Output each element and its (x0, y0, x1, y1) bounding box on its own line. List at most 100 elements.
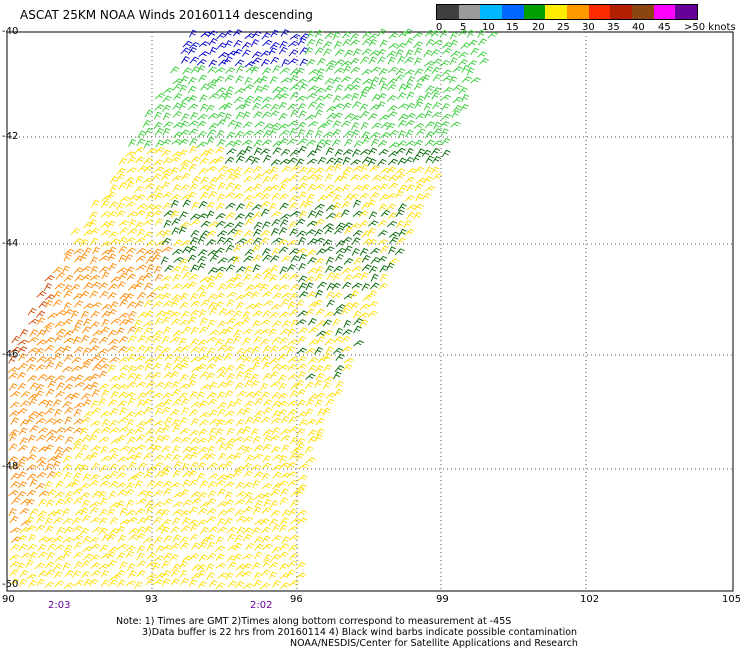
wind-barb (25, 573, 37, 580)
wind-barb (200, 276, 211, 283)
wind-barb (223, 113, 232, 122)
wind-barb (199, 412, 211, 419)
wind-barb (370, 138, 380, 147)
wind-barb (290, 319, 299, 328)
wind-barb (252, 453, 264, 460)
wind-barb (353, 325, 362, 334)
wind-barb (9, 578, 20, 586)
wind-barb (19, 419, 30, 427)
wind-barb (227, 401, 236, 409)
wind-barb (335, 253, 344, 262)
wind-barb (413, 57, 423, 66)
wind-barb (234, 130, 245, 139)
wind-barb (89, 256, 99, 265)
wind-barb (236, 149, 247, 157)
wind-barb (110, 390, 120, 399)
wind-barb (26, 364, 36, 372)
wind-barb (216, 111, 226, 120)
wind-barb (306, 38, 316, 47)
wind-barb (441, 48, 453, 55)
wind-barb (208, 473, 219, 480)
wind-barb (62, 517, 74, 525)
wind-barb (63, 302, 72, 311)
wind-barb (344, 49, 354, 57)
wind-barb (89, 237, 99, 246)
wind-barb (298, 83, 308, 91)
wind-barb (378, 282, 389, 290)
wind-barb (89, 479, 100, 487)
wind-barb (224, 168, 235, 175)
wind-barb (289, 426, 299, 434)
lon-label: 93 (145, 594, 158, 605)
wind-barb (279, 273, 290, 281)
wind-barb (8, 355, 17, 364)
wind-barb (169, 156, 181, 163)
wind-barb (290, 165, 301, 172)
wind-barb (153, 111, 163, 120)
wind-barb (243, 506, 254, 514)
wind-barb (100, 455, 112, 462)
wind-barb (63, 354, 74, 362)
wind-barb (260, 84, 270, 93)
wind-barb (271, 247, 281, 256)
wind-barb (235, 491, 247, 498)
wind-barb (20, 520, 32, 527)
wind-barb (296, 363, 308, 370)
wind-barb (197, 113, 208, 121)
wind-barb (90, 381, 99, 390)
wind-barb (43, 326, 52, 335)
wind-barb (92, 526, 103, 533)
wind-barb (412, 154, 421, 163)
wind-barb (152, 445, 162, 453)
wind-barb (232, 139, 242, 148)
wind-barb (19, 569, 29, 578)
wind-barb (335, 222, 346, 230)
wind-barb (279, 524, 288, 533)
wind-barb (225, 140, 236, 148)
wind-barb (324, 173, 334, 182)
wind-barb (160, 509, 170, 517)
wind-barb (216, 501, 228, 508)
wind-barb (271, 400, 282, 408)
wind-barb (125, 509, 137, 517)
wind-barb (136, 247, 147, 255)
wind-barb (280, 328, 291, 336)
wind-barb (107, 551, 116, 560)
wind-barb (88, 434, 98, 443)
wind-barb (206, 541, 216, 550)
wind-barb (332, 76, 342, 85)
wind-barb (155, 240, 166, 247)
wind-barb (171, 283, 183, 290)
wind-barb (73, 238, 84, 245)
wind-barb (351, 247, 361, 256)
wind-barb (269, 255, 280, 263)
wind-barb (170, 336, 181, 343)
wind-barb (270, 211, 282, 218)
wind-barb (108, 490, 117, 499)
lat-label: -50 (2, 579, 19, 590)
wind-barb (278, 364, 290, 371)
wind-barb (117, 464, 128, 472)
wind-barb (236, 238, 248, 245)
wind-barb (361, 131, 371, 139)
wind-barb (190, 326, 199, 335)
wind-barb (253, 444, 264, 452)
wind-barb (413, 82, 423, 91)
wind-barb (154, 185, 163, 194)
wind-barb (161, 392, 173, 400)
legend-label: 5 (460, 22, 467, 33)
wind-barb (107, 220, 116, 229)
wind-barb (450, 50, 461, 58)
wind-barb (62, 464, 72, 471)
wind-barb (180, 436, 191, 444)
wind-barb (226, 291, 238, 298)
wind-barb (405, 147, 414, 156)
wind-barb (189, 137, 198, 146)
wind-barb (72, 472, 82, 481)
wind-barb (143, 452, 153, 461)
wind-barb (179, 560, 188, 569)
wind-barb (262, 361, 271, 370)
wind-barb (44, 356, 55, 363)
wind-barb (423, 102, 433, 111)
wind-barb (37, 373, 48, 381)
